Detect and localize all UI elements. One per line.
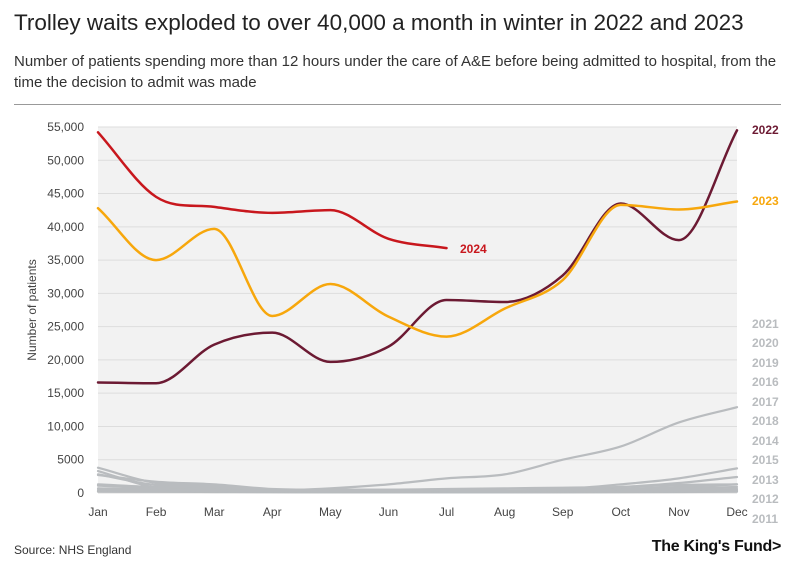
series-label-2019: 2019 [752, 356, 779, 370]
series-label-2020: 2020 [752, 336, 779, 350]
y-tick-label: 40,000 [47, 220, 84, 234]
x-tick-label: Jun [379, 505, 398, 519]
series-label-2017: 2017 [752, 395, 779, 409]
x-tick-label: Feb [146, 505, 167, 519]
chart-title: Trolley waits exploded to over 40,000 a … [14, 10, 744, 35]
series-label-2024: 2024 [460, 242, 487, 256]
y-axis-label: Number of patients [25, 259, 39, 360]
header-divider [14, 104, 781, 105]
series-line-2020 [96, 406, 739, 492]
source-note: Source: NHS England [14, 543, 132, 557]
x-tick-label: May [319, 505, 342, 519]
series-line-2023 [96, 200, 739, 338]
y-tick-label: 25,000 [47, 320, 84, 334]
series-line-2024 [96, 131, 448, 250]
y-tick-label: 35,000 [47, 253, 84, 267]
x-tick-label: Jul [439, 505, 454, 519]
series-label-2013: 2013 [752, 473, 779, 487]
series-label-2023: 2023 [752, 194, 779, 208]
y-tick-label: 30,000 [47, 286, 84, 300]
y-tick-label: 20,000 [47, 353, 84, 367]
plot-area [98, 127, 737, 493]
series-line-2021 [96, 469, 739, 493]
x-tick-label: Sep [552, 505, 574, 519]
chart-subtitle: Number of patients spending more than 12… [14, 53, 777, 91]
y-tick-label: 55,000 [47, 120, 84, 134]
x-tick-label: Jan [88, 505, 107, 519]
series-label-2022: 2022 [752, 123, 779, 137]
x-tick-label: Nov [668, 505, 689, 519]
x-tick-label: Oct [611, 505, 630, 519]
series-line-2022 [96, 129, 739, 385]
y-tick-label: 0 [77, 486, 84, 500]
y-tick-label: 5000 [57, 453, 84, 467]
series-label-2021: 2021 [752, 317, 779, 331]
y-tick-label: 50,000 [47, 153, 84, 167]
series-label-2015: 2015 [752, 453, 779, 467]
series-label-2014: 2014 [752, 434, 779, 448]
series-label-2018: 2018 [752, 414, 779, 428]
x-tick-label: Apr [263, 505, 282, 519]
y-tick-label: 15,000 [47, 386, 84, 400]
y-tick-label: 45,000 [47, 187, 84, 201]
x-tick-label: Aug [494, 505, 515, 519]
y-tick-label: 10,000 [47, 419, 84, 433]
kings-fund-logo: The King's Fund> [651, 538, 782, 555]
x-tick-label: Dec [726, 505, 747, 519]
series-label-2011: 2011 [752, 512, 778, 526]
x-tick-label: Mar [204, 505, 225, 519]
series-label-2012: 2012 [752, 492, 779, 506]
series-label-2016: 2016 [752, 375, 779, 389]
